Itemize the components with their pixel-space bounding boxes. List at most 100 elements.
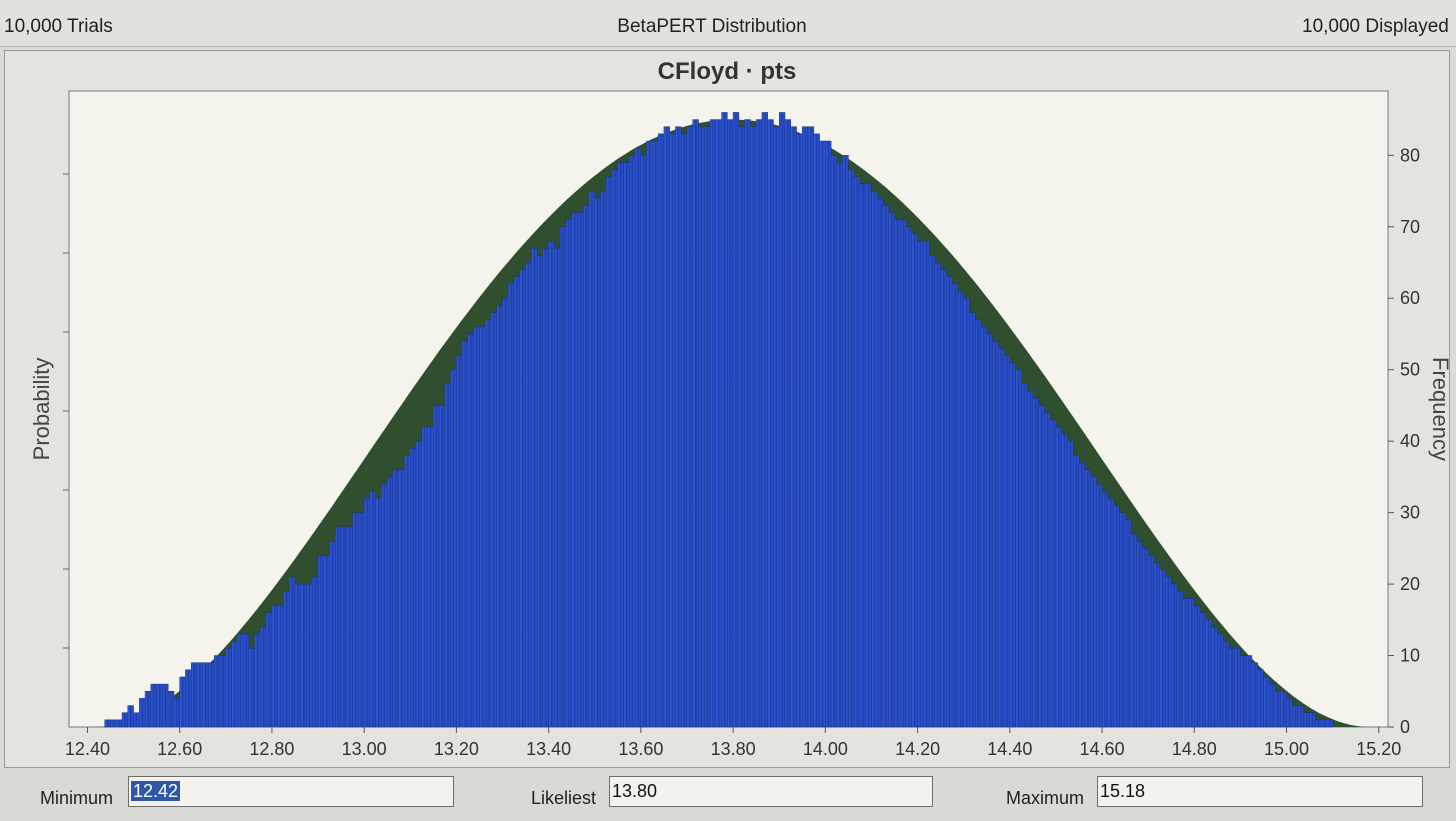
histogram-bar	[1096, 483, 1103, 728]
histogram-bar	[386, 476, 394, 728]
histogram-bar	[1326, 719, 1333, 728]
histogram-bar	[554, 247, 561, 728]
histogram-bar	[698, 126, 705, 728]
minimum-label: Minimum	[40, 788, 114, 808]
histogram-bar	[410, 448, 417, 728]
histogram-bar	[686, 126, 693, 728]
histogram-bar	[623, 162, 630, 728]
histogram-bar	[715, 119, 722, 728]
histogram-bar	[1211, 626, 1218, 728]
histogram-bar	[260, 626, 267, 728]
histogram-bar	[1072, 455, 1080, 728]
histogram-bar	[1228, 648, 1235, 728]
histogram-bar	[484, 319, 492, 728]
histogram-bar	[536, 255, 544, 728]
histogram-bar	[727, 119, 734, 728]
histogram-bar	[346, 526, 353, 728]
histogram-bar	[225, 648, 232, 728]
histogram-bar	[1159, 569, 1166, 728]
histogram-bar	[911, 233, 918, 728]
histogram-bar	[848, 169, 855, 728]
histogram-bar	[288, 576, 296, 728]
histogram-bar	[923, 240, 930, 728]
histogram-bar	[755, 119, 763, 728]
histogram-bar	[1153, 562, 1160, 728]
histogram-bar	[121, 712, 129, 728]
histogram-bar	[162, 683, 169, 728]
histogram-bar	[732, 112, 740, 728]
histogram-bar	[1240, 655, 1247, 728]
histogram-bar	[312, 576, 319, 728]
histogram-bar	[375, 498, 382, 728]
histogram-bar	[669, 133, 676, 728]
x-tick-label: 15.00	[1264, 739, 1309, 759]
maximum-field[interactable]: 15.18	[1097, 776, 1423, 807]
histogram-bar	[1021, 383, 1028, 728]
histogram-bar	[640, 155, 647, 728]
histogram-bar	[467, 333, 474, 728]
histogram-bar	[283, 590, 290, 728]
histogram-bar	[940, 269, 947, 728]
histogram-bar	[652, 140, 659, 728]
histogram-bar	[1199, 612, 1207, 728]
histogram-bar	[559, 226, 567, 728]
histogram-bar	[871, 190, 878, 728]
histogram-bar	[265, 612, 273, 728]
likeliest-field[interactable]: 13.80	[609, 776, 933, 807]
minimum-field[interactable]: 12.42	[128, 776, 454, 807]
histogram-chart: CFloyd · pts 12.40 12.60 12.80 13.00 13.20 13…	[29, 58, 1449, 759]
histogram-bar	[127, 705, 134, 728]
histogram-bar	[427, 426, 434, 728]
histogram-bar	[317, 555, 325, 728]
histogram-bar	[1136, 540, 1143, 728]
histogram-bar	[1038, 405, 1045, 728]
histogram-bar	[836, 162, 843, 728]
histogram-bar	[1119, 512, 1126, 728]
histogram-bar	[790, 126, 797, 728]
histogram-bar	[1263, 676, 1270, 728]
histogram-bar	[888, 212, 895, 728]
y-tick-label: 40	[1400, 431, 1420, 451]
histogram-bar	[675, 126, 682, 728]
histogram-bar	[1101, 490, 1109, 728]
histogram-bar	[340, 526, 348, 728]
histogram-bar	[208, 662, 215, 728]
histogram-bar	[1113, 505, 1120, 728]
histogram-bar	[433, 405, 440, 728]
histogram-bar	[796, 133, 803, 728]
histogram-bar	[231, 641, 238, 728]
histogram-bar	[1090, 476, 1097, 728]
histogram-bar	[190, 662, 198, 728]
histogram-bar	[490, 312, 497, 728]
histogram-bar	[842, 155, 849, 728]
histogram-bar	[323, 555, 330, 728]
histogram-bar	[634, 147, 642, 728]
histogram-bar	[1286, 698, 1293, 728]
histogram-bar	[369, 490, 376, 728]
histogram-bar	[1130, 533, 1137, 728]
histogram-bar	[704, 126, 711, 728]
histogram-bar	[876, 197, 884, 728]
histogram-bar	[1176, 590, 1184, 728]
histogram-bar	[957, 290, 964, 728]
histogram-bar	[663, 126, 670, 728]
histogram-bar	[473, 326, 480, 728]
histogram-bar	[1084, 469, 1091, 728]
histogram-bar	[421, 426, 428, 728]
histogram-bar	[1292, 705, 1299, 728]
histogram-bar	[496, 305, 503, 728]
histogram-bar	[300, 583, 307, 728]
histogram-bar	[819, 140, 826, 728]
histogram-bar	[1049, 419, 1057, 728]
histogram-bar	[502, 297, 509, 728]
histogram-bar	[1222, 641, 1230, 728]
y-axis-label-right: Frequency	[1428, 357, 1449, 461]
y-tick-label: 10	[1400, 646, 1420, 666]
x-tick-label: 13.60	[618, 739, 663, 759]
histogram-bar	[116, 719, 123, 728]
x-tick-label: 13.00	[342, 739, 387, 759]
histogram-bar	[738, 126, 745, 728]
y-tick-label: 80	[1400, 145, 1420, 165]
histogram-bar	[392, 469, 399, 728]
histogram-bar	[150, 683, 157, 728]
